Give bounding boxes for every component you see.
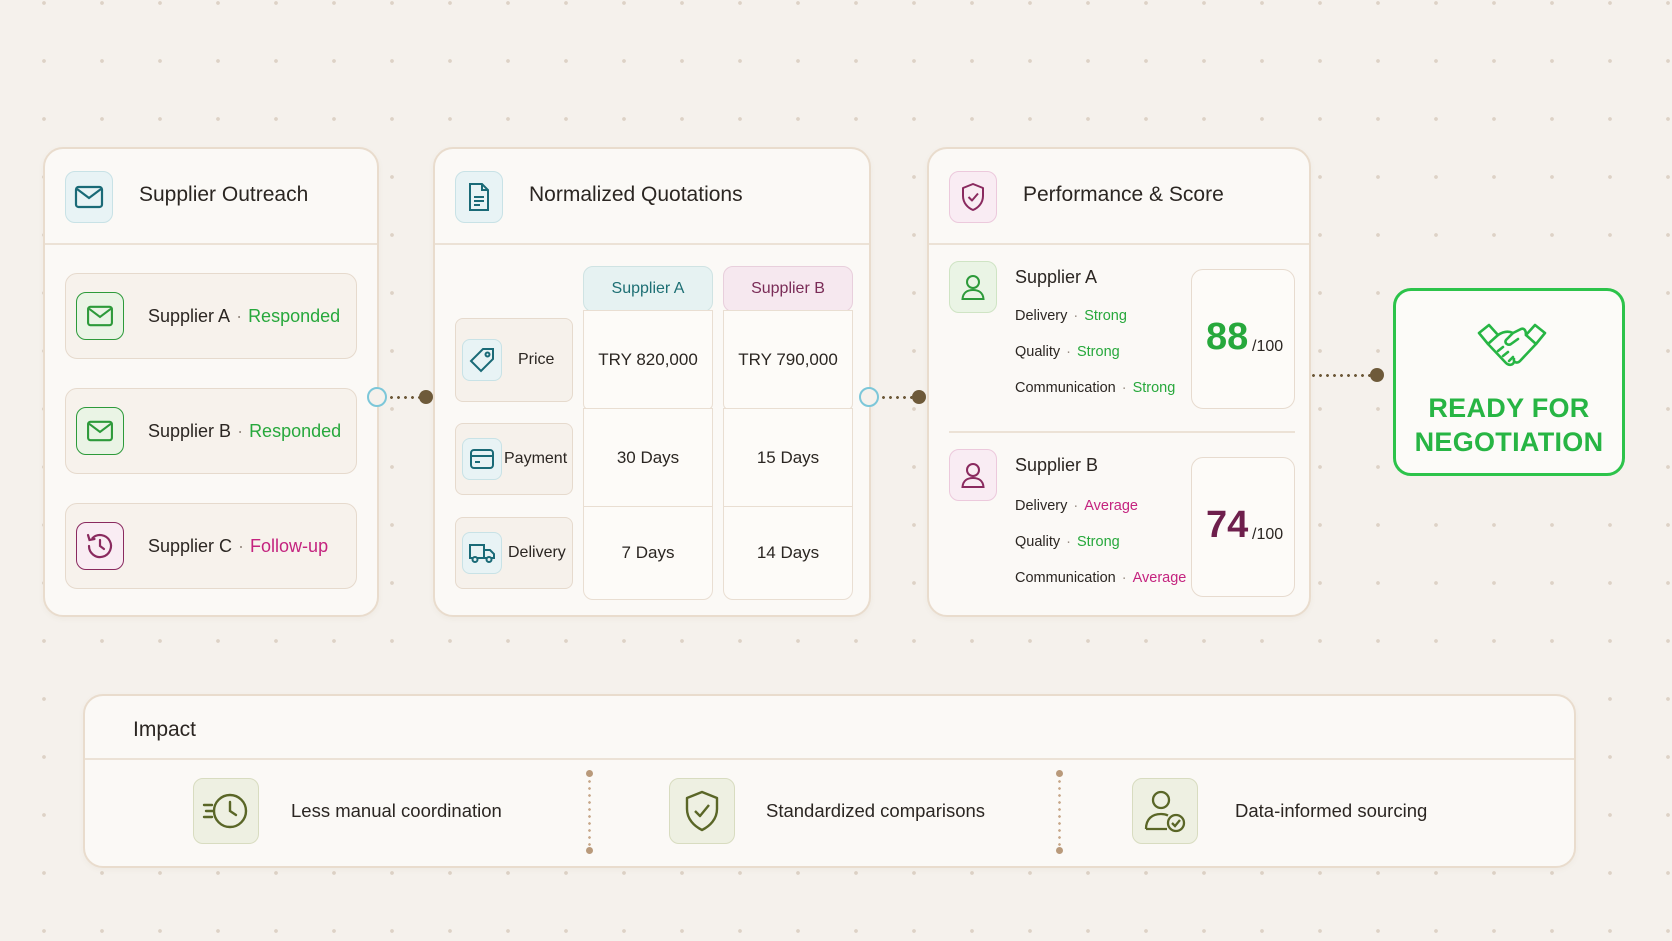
column-header-supplier-a: Supplier A — [583, 266, 713, 312]
cell-price-supplier-b: TRY 790,000 — [723, 310, 853, 410]
metric-communication: Communication · Strong — [1015, 380, 1176, 396]
score-max: /100 — [1252, 338, 1284, 355]
column-header-supplier-b: Supplier B — [723, 266, 853, 312]
cell-payment-supplier-b: 15 Days — [723, 408, 853, 508]
metric-communication: Communication · Average — [1015, 570, 1187, 586]
outreach-status: Responded — [248, 306, 341, 326]
connector-port-filled — [419, 390, 433, 404]
ready-line-2: NEGOTIATION — [1414, 427, 1604, 457]
mail-icon — [76, 407, 124, 455]
price-tag-icon — [462, 339, 502, 381]
row-label-payment: Payment — [455, 423, 573, 495]
performance-title: Performance & Score — [1023, 183, 1224, 206]
separator-cap — [1056, 770, 1063, 777]
metric-delivery: Delivery · Strong — [1015, 308, 1127, 324]
ready-for-negotiation-box: READY FOR NEGOTIATION — [1393, 288, 1625, 476]
supplier-outreach-header: Supplier Outreach — [45, 149, 377, 245]
mail-icon — [76, 292, 124, 340]
row-label-text: Delivery — [508, 544, 566, 561]
card-icon — [462, 438, 502, 480]
ready-status-text: READY FOR NEGOTIATION — [1396, 391, 1622, 459]
metric-quality: Quality · Strong — [1015, 534, 1120, 550]
separator-cap — [586, 770, 593, 777]
score-max: /100 — [1252, 526, 1284, 543]
row-label-price: Price — [455, 318, 573, 402]
outreach-row-supplier-a[interactable]: Supplier A · Responded — [65, 273, 357, 359]
history-clock-icon — [76, 522, 124, 570]
connector-dotted-line — [388, 396, 422, 399]
ready-line-1: READY FOR — [1428, 393, 1590, 423]
outreach-supplier-name: Supplier C — [148, 536, 233, 556]
quotations-title: Normalized Quotations — [529, 183, 743, 206]
shield-check-icon — [669, 778, 735, 844]
impact-card: Impact Less manual coordination Standard… — [83, 694, 1576, 868]
mail-icon — [65, 171, 113, 223]
performance-divider — [949, 431, 1295, 433]
outreach-supplier-name: Supplier A — [148, 306, 231, 326]
cell-delivery-supplier-b: 14 Days — [723, 506, 853, 600]
user-check-icon — [1132, 778, 1198, 844]
shield-check-icon — [949, 171, 997, 223]
performance-score-card: Performance & Score Supplier A Delivery ·… — [927, 147, 1311, 617]
performance-supplier-name: Supplier A — [1015, 267, 1098, 287]
score-box-supplier-b: 74 /100 — [1191, 457, 1295, 597]
quotations-header: Normalized Quotations — [435, 149, 869, 245]
outreach-row-supplier-c[interactable]: Supplier C · Follow-up — [65, 503, 357, 589]
cell-price-supplier-a: TRY 820,000 — [583, 310, 713, 410]
vertical-separator — [1058, 778, 1061, 848]
outreach-row-supplier-b[interactable]: Supplier B · Responded — [65, 388, 357, 474]
row-label-text: Price — [518, 351, 555, 368]
outreach-status: Follow-up — [250, 536, 329, 556]
outreach-supplier-name: Supplier B — [148, 421, 232, 441]
supplier-outreach-title: Supplier Outreach — [139, 183, 309, 206]
score-value: 74 — [1206, 504, 1249, 546]
connector-dotted-line — [1310, 374, 1374, 377]
metric-delivery: Delivery · Average — [1015, 498, 1138, 514]
document-icon — [455, 171, 503, 223]
connector-port-filled — [1370, 368, 1384, 382]
performance-header: Performance & Score — [929, 149, 1309, 245]
connector-port-open — [859, 387, 879, 407]
handshake-icon — [1476, 317, 1548, 373]
score-box-supplier-a: 88 /100 — [1191, 269, 1295, 409]
normalized-quotations-card: Normalized Quotations Supplier A Supplie… — [433, 147, 871, 617]
user-icon — [949, 449, 997, 501]
connector-dotted-line — [880, 396, 914, 399]
separator-cap — [1056, 847, 1063, 854]
connector-port-open — [367, 387, 387, 407]
cell-payment-supplier-a: 30 Days — [583, 408, 713, 508]
impact-item-label: Data-informed sourcing — [1235, 800, 1428, 821]
separator-cap — [586, 847, 593, 854]
impact-title: Impact — [133, 718, 197, 741]
user-icon — [949, 261, 997, 313]
cell-delivery-supplier-a: 7 Days — [583, 506, 713, 600]
truck-icon — [462, 532, 502, 574]
impact-item-label: Standardized comparisons — [766, 800, 986, 821]
vertical-separator — [588, 778, 591, 848]
score-value: 88 — [1206, 316, 1249, 358]
connector-port-filled — [912, 390, 926, 404]
performance-supplier-name: Supplier B — [1015, 455, 1099, 475]
impact-item-label: Less manual coordination — [291, 800, 502, 821]
row-label-delivery: Delivery — [455, 517, 573, 589]
fast-clock-icon — [193, 778, 259, 844]
metric-quality: Quality · Strong — [1015, 344, 1120, 360]
supplier-outreach-card: Supplier Outreach Supplier A · Responded S… — [43, 147, 379, 617]
row-label-text: Payment — [504, 450, 568, 467]
impact-divider — [85, 758, 1574, 760]
outreach-status: Responded — [249, 421, 342, 441]
